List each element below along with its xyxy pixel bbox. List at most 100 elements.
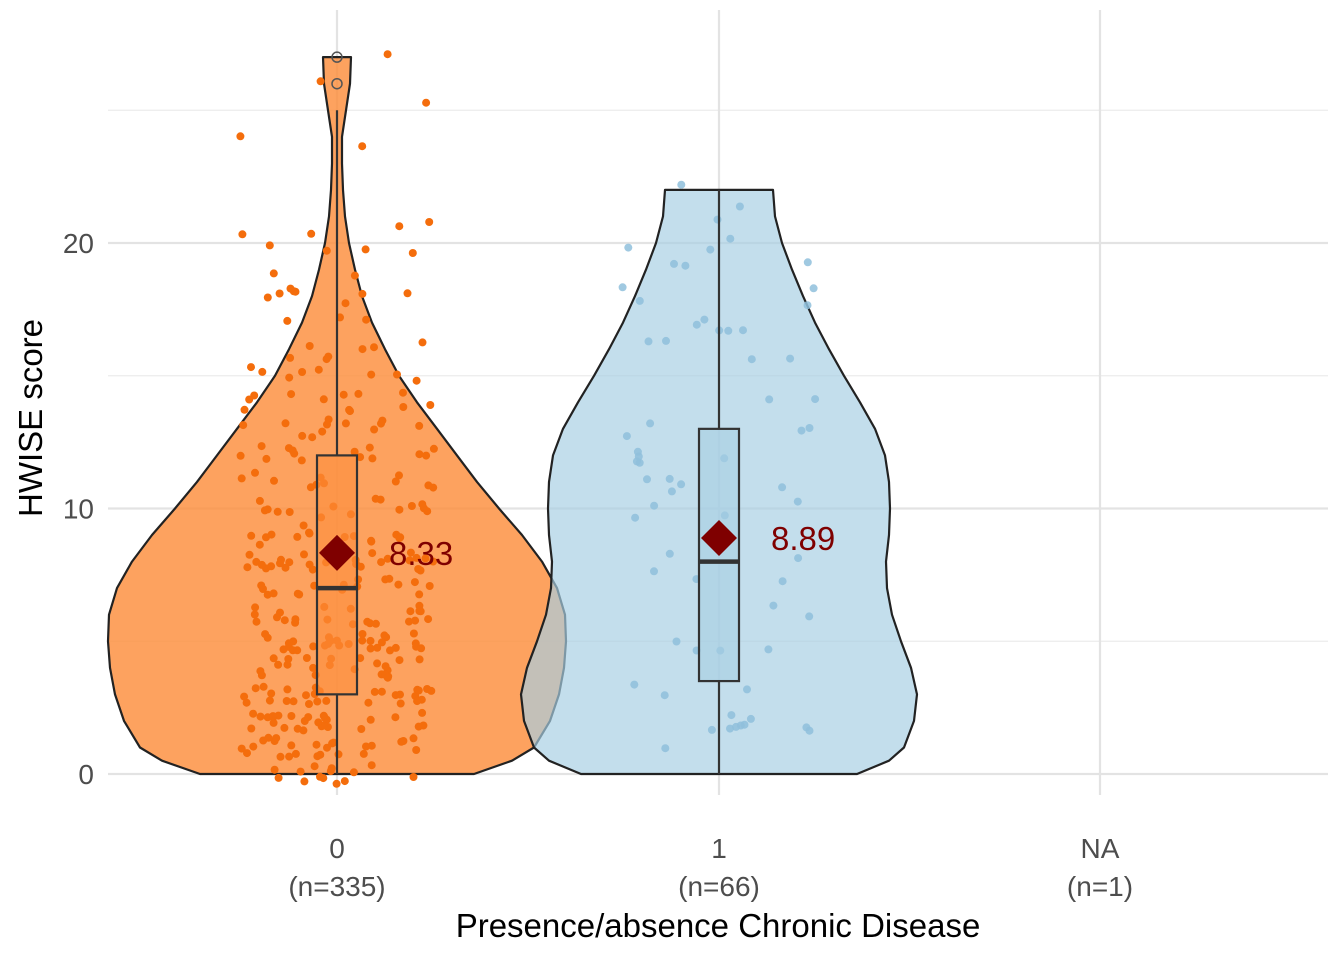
data-point	[242, 698, 251, 707]
data-point	[277, 555, 285, 564]
data-point	[677, 180, 686, 189]
data-point	[270, 765, 279, 774]
violins	[106, 56, 919, 776]
data-point	[713, 215, 722, 224]
y-tick-label: 0	[78, 759, 94, 790]
data-point	[257, 560, 266, 569]
data-point	[249, 742, 258, 751]
data-point	[366, 715, 375, 724]
data-point	[409, 734, 418, 743]
data-point	[259, 682, 268, 691]
outlier-point	[331, 77, 343, 90]
data-point	[413, 697, 422, 706]
data-point	[257, 442, 266, 451]
data-point	[265, 696, 274, 705]
data-point	[288, 646, 297, 655]
data-point	[394, 580, 403, 589]
data-point	[237, 744, 246, 753]
data-point	[284, 639, 293, 648]
data-point	[274, 773, 283, 782]
data-point	[243, 563, 252, 572]
data-point	[316, 772, 324, 781]
x-tick-label: 0	[329, 833, 345, 864]
data-point	[307, 229, 316, 238]
data-point	[365, 443, 374, 452]
data-point	[371, 619, 380, 628]
data-point	[247, 531, 256, 540]
data-point	[236, 132, 245, 141]
data-point	[429, 483, 438, 492]
data-point	[283, 316, 292, 325]
data-point	[270, 476, 278, 485]
data-point	[743, 685, 751, 694]
data-point	[381, 575, 390, 584]
data-point	[300, 550, 308, 559]
data-point	[724, 326, 733, 335]
data-point	[419, 721, 428, 730]
data-point	[778, 577, 787, 586]
data-point	[786, 354, 795, 363]
data-point	[418, 708, 427, 717]
data-point	[269, 589, 278, 598]
data-point	[732, 722, 740, 731]
data-point	[285, 558, 294, 567]
data-point	[290, 449, 299, 458]
data-point	[273, 507, 282, 516]
data-point	[412, 553, 421, 562]
data-point	[395, 656, 404, 665]
data-point	[269, 712, 277, 721]
data-point	[293, 589, 302, 598]
data-point	[665, 549, 674, 558]
data-point	[309, 642, 318, 651]
data-point	[661, 744, 670, 753]
data-point	[747, 355, 756, 364]
data-point	[422, 451, 431, 460]
data-point	[380, 631, 389, 640]
data-point	[426, 401, 435, 409]
data-point	[406, 607, 415, 616]
data-point	[285, 752, 294, 761]
data-point	[308, 565, 317, 574]
data-point	[368, 549, 377, 558]
data-point	[299, 521, 308, 530]
data-point	[291, 749, 300, 758]
data-point	[286, 284, 295, 293]
data-point	[391, 477, 400, 486]
data-point	[249, 709, 258, 718]
data-point	[346, 407, 354, 416]
data-point	[354, 389, 363, 398]
data-point	[260, 506, 269, 515]
data-point	[314, 718, 323, 727]
data-point	[322, 246, 331, 255]
data-point	[662, 336, 670, 345]
data-point	[255, 496, 264, 505]
data-point	[381, 662, 390, 671]
data-point	[377, 638, 386, 647]
data-point	[412, 376, 421, 385]
data-point	[424, 615, 433, 624]
data-point	[793, 497, 802, 506]
data-point	[660, 691, 669, 700]
data-point	[280, 616, 289, 625]
data-point	[284, 655, 293, 663]
data-point	[251, 684, 260, 693]
data-point	[267, 562, 276, 571]
data-point	[251, 603, 260, 612]
data-point	[257, 581, 266, 590]
data-point	[269, 718, 278, 727]
data-point	[313, 697, 322, 706]
data-point	[416, 566, 425, 575]
data-point	[356, 453, 365, 462]
data-point	[318, 427, 327, 436]
data-point	[794, 554, 803, 563]
data-point	[670, 259, 678, 268]
data-point	[746, 714, 755, 723]
data-point	[809, 284, 818, 293]
data-point	[250, 610, 259, 619]
data-point	[310, 762, 319, 771]
data-point	[274, 660, 283, 669]
data-point	[240, 405, 249, 414]
data-point	[700, 315, 709, 324]
data-point	[263, 293, 272, 302]
data-point	[427, 686, 436, 695]
